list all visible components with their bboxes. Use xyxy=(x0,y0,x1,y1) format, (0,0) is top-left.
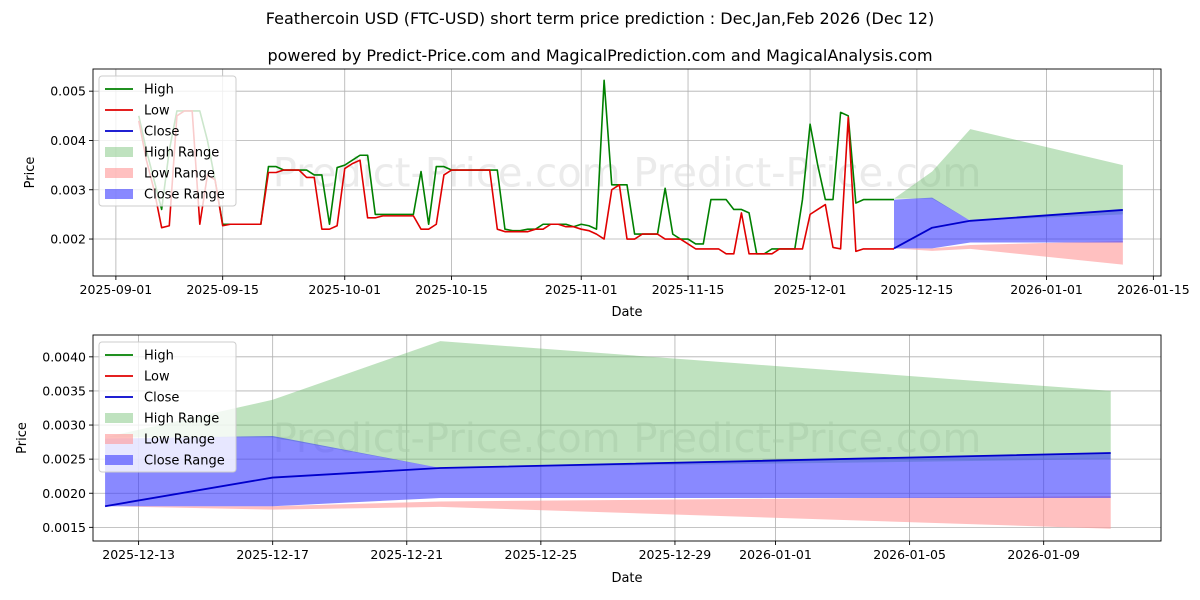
x-tick-label: 2025-10-15 xyxy=(415,282,488,297)
legend: High Low Close High Range Low Range Close Ran… xyxy=(98,341,237,473)
x-tick-label: 2025-12-15 xyxy=(881,282,954,297)
legend-label: Low xyxy=(144,370,170,385)
low-line xyxy=(137,110,894,255)
y-tick-label: 0.003 xyxy=(50,182,86,197)
legend-label: Close Range xyxy=(144,188,225,203)
legend-label: High xyxy=(144,349,174,364)
panel-top: Predict-Price.com Predict-Price.com2025-… xyxy=(23,68,1190,320)
high-range-band xyxy=(105,341,1111,469)
legend-swatch xyxy=(105,455,133,465)
legend-swatch xyxy=(105,413,133,423)
y-tick-label: 0.005 xyxy=(50,84,86,99)
legend-label: Low Range xyxy=(144,433,215,448)
y-axis-label: Price xyxy=(15,422,30,454)
axes-frame xyxy=(92,334,1162,542)
y-tick-label: 0.002 xyxy=(50,232,86,247)
axes-frame xyxy=(92,68,1162,277)
x-tick-label: 2026-01-15 xyxy=(1117,282,1190,297)
legend-swatch xyxy=(105,168,133,178)
legend: High Low Close High Range Low Range Close Ran… xyxy=(98,75,237,207)
y-tick-label: 0.0020 xyxy=(42,486,86,501)
x-tick-label: 2025-12-21 xyxy=(370,547,443,562)
legend-label: High Range xyxy=(144,412,219,427)
x-axis-label: Date xyxy=(611,571,642,586)
x-tick-label: 2025-12-01 xyxy=(774,282,847,297)
close-range-band xyxy=(105,435,1111,507)
close-range-band xyxy=(894,197,1123,249)
x-tick-label: 2025-10-01 xyxy=(308,282,381,297)
x-tick-label: 2025-09-15 xyxy=(186,282,259,297)
chart-subtitle: powered by Predict-Price.com and Magical… xyxy=(267,46,933,65)
legend-label: Close Range xyxy=(144,454,225,469)
x-tick-label: 2025-12-13 xyxy=(102,547,175,562)
close-line xyxy=(104,452,1111,508)
y-tick-label: 0.0030 xyxy=(42,418,86,433)
legend-box xyxy=(98,341,237,473)
legend-label: Close xyxy=(144,125,179,140)
x-tick-label: 2025-12-29 xyxy=(639,547,712,562)
plot-area xyxy=(137,79,1123,265)
x-tick-label: 2025-11-01 xyxy=(545,282,618,297)
low-range-band xyxy=(894,241,1123,265)
close-line xyxy=(893,209,1123,250)
low-range-band xyxy=(105,495,1111,529)
x-tick-label: 2025-11-15 xyxy=(652,282,725,297)
x-tick-label: 2025-12-25 xyxy=(505,547,578,562)
legend-label: Low xyxy=(144,104,170,119)
legend-label: High xyxy=(144,83,174,98)
y-tick-label: 0.004 xyxy=(50,133,86,148)
x-tick-label: 2026-01-01 xyxy=(1010,282,1083,297)
legend-swatch xyxy=(105,189,133,199)
watermark: Predict-Price.com Predict-Price.com xyxy=(273,416,982,462)
y-tick-label: 0.0015 xyxy=(42,520,86,535)
x-axis-label: Date xyxy=(611,305,642,320)
high-range-band xyxy=(894,129,1123,221)
plot-area xyxy=(104,341,1111,529)
x-tick-label: 2025-12-17 xyxy=(236,547,309,562)
legend-swatch xyxy=(105,147,133,157)
x-tick-label: 2026-01-09 xyxy=(1007,547,1080,562)
chart-title: Feathercoin USD (FTC-USD) short term pri… xyxy=(265,9,935,28)
y-tick-label: 0.0040 xyxy=(42,349,86,364)
legend-label: High Range xyxy=(144,146,219,161)
x-tick-label: 2026-01-05 xyxy=(873,547,946,562)
y-tick-label: 0.0035 xyxy=(42,383,86,398)
x-tick-label: 2026-01-01 xyxy=(739,547,812,562)
legend-box xyxy=(98,75,237,207)
y-tick-label: 0.0025 xyxy=(42,452,86,467)
legend-swatch xyxy=(105,434,133,444)
panel-bottom: Predict-Price.com Predict-Price.com 2025-… xyxy=(15,334,1162,586)
y-axis-label: Price xyxy=(23,157,38,189)
legend-label: Low Range xyxy=(144,167,215,182)
legend-label: Close xyxy=(144,391,179,406)
x-tick-label: 2025-09-01 xyxy=(80,282,153,297)
